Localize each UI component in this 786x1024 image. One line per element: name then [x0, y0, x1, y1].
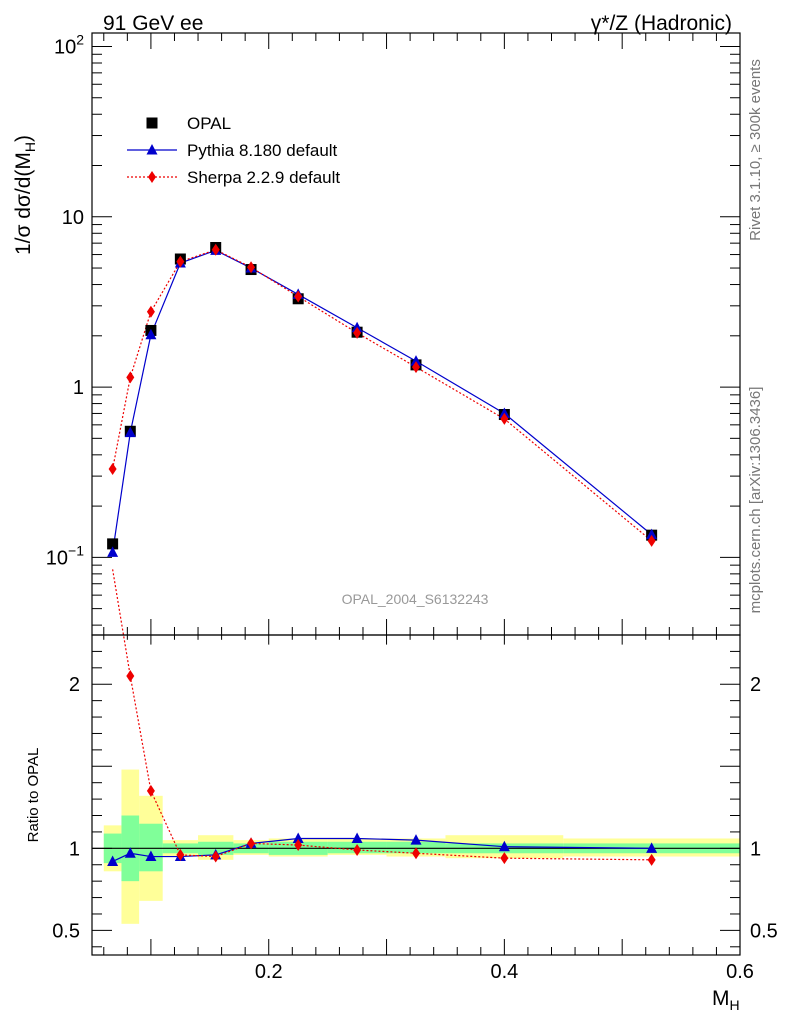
x-tick-label: 0.6 [726, 961, 754, 983]
ratio-point-triangle [646, 842, 658, 853]
legend-label: OPAL [187, 114, 231, 133]
ratio-bands [92, 769, 740, 924]
main-line-triangle [112, 249, 653, 553]
ratio-point-diamond [294, 839, 303, 852]
legend-marker-square [146, 117, 158, 129]
main-point-triangle [646, 528, 658, 540]
ratio-tick-label-left: 2 [69, 674, 80, 696]
main-point-diamond [412, 361, 420, 374]
ratio-point-triangle [145, 850, 157, 862]
side-label-bottom: mcplots.cern.ch [arXiv:1306.3436] [747, 387, 764, 614]
header-left: 91 GeV ee [103, 12, 203, 35]
main-point-diamond [211, 243, 220, 256]
main-point-diamond [108, 463, 117, 476]
ratio-point-triangle [410, 834, 422, 845]
side-label-top: Rivet 3.1.10, ≥ 300k events [747, 59, 764, 241]
ratio-line-diamond [112, 569, 652, 861]
ratio-point-diamond [412, 847, 420, 860]
ratio-tick-label-left: 1 [69, 838, 80, 860]
x-tick-label: 0.4 [490, 961, 518, 983]
legend-marker-diamond [148, 171, 156, 183]
ratio-point-diamond [146, 784, 155, 797]
ratio-point-triangle [351, 832, 363, 843]
ratio-point-diamond [176, 848, 185, 861]
header-right: γ*/Z (Hadronic) [591, 12, 732, 35]
ratio-point-diamond [211, 850, 220, 863]
ratio-tick-label-right: 1 [750, 838, 761, 860]
ratio-point-triangle [498, 840, 510, 852]
ratio-frame [91, 634, 741, 956]
ratio-tick-labels: 0.5 0.5 1 1 2 2 [52, 674, 778, 942]
main-point-diamond [500, 412, 509, 425]
series-markers [107, 242, 658, 866]
main-point-diamond [647, 534, 656, 547]
y-tick-label: 10−1 [46, 542, 84, 569]
y-axis-label: 1/σ dσ/d(MH) [12, 135, 38, 255]
legend-marker-triangle [146, 144, 158, 155]
main-point-diamond [353, 326, 362, 339]
ratio-point-diamond [647, 853, 656, 866]
ratio-tick-label-right: 2 [750, 674, 761, 696]
main-point-diamond [176, 255, 185, 268]
legend: OPAL Pythia 8.180 default Sherpa 2.2.9 def… [127, 114, 340, 187]
x-tick-labels: 0.2 0.4 0.6 [255, 961, 754, 983]
main-point-triangle [124, 426, 136, 438]
main-line-diamond [112, 249, 653, 542]
main-point-triangle [107, 546, 119, 557]
ratio-tick-label-left: 0.5 [52, 920, 80, 942]
ratio-point-diamond [247, 837, 256, 850]
ratio-band-stat [139, 823, 163, 872]
main-point-triangle [145, 328, 157, 340]
ratio-point-diamond [126, 670, 135, 683]
main-point-diamond [146, 305, 155, 318]
main-point-diamond [126, 371, 135, 384]
series-lines [112, 249, 653, 863]
main-point-triangle [498, 407, 510, 418]
legend-label: Sherpa 2.2.9 default [187, 168, 340, 187]
y-tick-label: 102 [54, 31, 84, 58]
ratio-point-triangle [124, 847, 136, 858]
ratio-point-triangle [292, 832, 304, 843]
main-point-triangle [410, 355, 422, 366]
ratio-point-triangle [107, 855, 119, 866]
y-tick-labels: 10−1 1 10 102 [46, 31, 84, 569]
y-tick-label: 10 [62, 207, 84, 229]
main-point-square [107, 538, 119, 550]
y-tick-label: 1 [73, 377, 84, 399]
ratio-axis-label: Ratio to OPAL [25, 748, 42, 843]
ratio-point-diamond [500, 852, 509, 865]
x-tick-label: 0.2 [255, 961, 283, 983]
ratio-point-diamond [353, 843, 362, 856]
analysis-watermark: OPAL_2004_S6132243 [342, 591, 489, 607]
legend-label: Pythia 8.180 default [187, 141, 338, 160]
ratio-tick-label-right: 0.5 [750, 920, 778, 942]
main-point-diamond [294, 290, 303, 303]
main-point-diamond [247, 261, 256, 274]
x-axis-label: MH [712, 987, 740, 1013]
